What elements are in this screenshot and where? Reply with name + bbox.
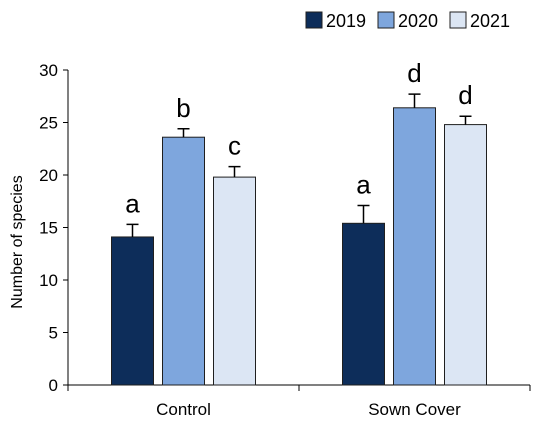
y-tick-label: 30 <box>39 61 58 80</box>
legend-swatch-2020 <box>377 11 395 29</box>
bar-2019-control <box>111 236 154 386</box>
legend-label: 2020 <box>398 11 438 31</box>
bar-2020-control <box>162 136 205 386</box>
bar-2021-control <box>213 176 256 386</box>
error-bar <box>459 115 472 125</box>
significance-letter: b <box>176 93 190 123</box>
error-bar <box>357 204 370 224</box>
bar-2021-sown-cover <box>444 124 487 386</box>
legend-swatch-2019 <box>305 11 323 29</box>
error-bar <box>126 223 139 237</box>
significance-letter: a <box>356 169 371 199</box>
bar-2019-sown-cover <box>342 222 385 386</box>
y-tick-label: 0 <box>49 376 58 395</box>
significance-letter: a <box>125 188 140 218</box>
bars: a b c a d d <box>111 58 487 386</box>
y-tick-label: 10 <box>39 271 58 290</box>
error-bar <box>408 93 421 108</box>
bar-2020-sown-cover <box>393 107 436 386</box>
y-axis: 0 5 10 15 20 25 30 <box>39 61 69 395</box>
legend: 2019 2020 2021 <box>305 11 510 31</box>
significance-letter: c <box>228 131 241 161</box>
error-bar <box>228 165 241 178</box>
y-tick-label: 20 <box>39 166 58 185</box>
x-category-label: Sown Cover <box>368 400 461 419</box>
y-axis-label: Number of species <box>9 175 26 308</box>
significance-letter: d <box>407 58 421 88</box>
y-tick-label: 5 <box>49 324 58 343</box>
x-category-label: Control <box>156 400 211 419</box>
y-tick-label: 25 <box>39 114 58 133</box>
y-tick-label: 15 <box>39 219 58 238</box>
error-bar <box>177 128 190 138</box>
legend-label: 2021 <box>470 11 510 31</box>
significance-letter: d <box>458 80 472 110</box>
legend-swatch-2021 <box>449 11 467 29</box>
legend-label: 2019 <box>326 11 366 31</box>
x-axis: Control Sown Cover <box>67 384 531 419</box>
